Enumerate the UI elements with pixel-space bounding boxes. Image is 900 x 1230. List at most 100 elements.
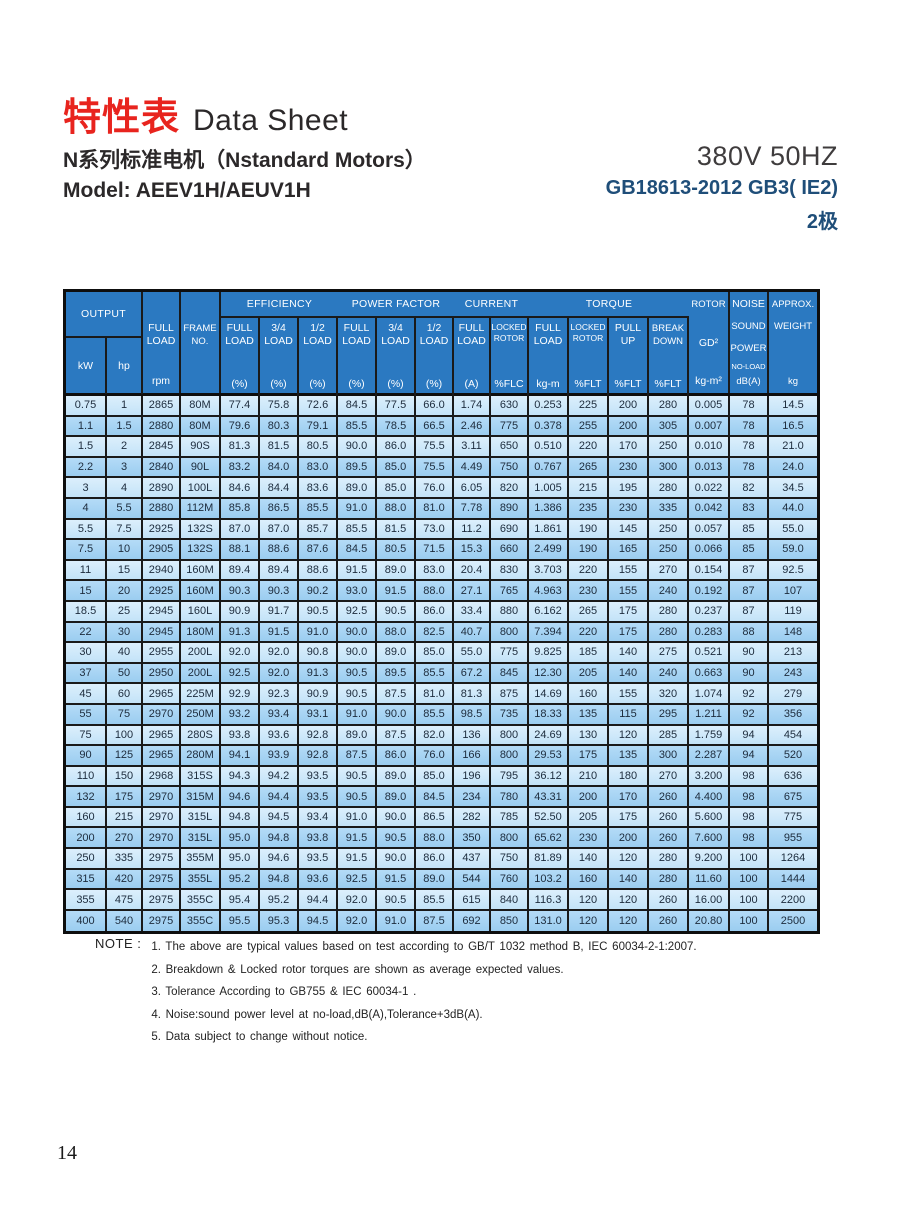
table-cell: 213 (769, 643, 817, 662)
table-row: 90 125 2965 280M 94.1 93.9 92.8 87.5 86.0 76.0 166… (66, 746, 817, 767)
table-row: 55 75 2970 250M 93.2 93.4 93.1 91.0 90.0 85.5 98.5… (66, 704, 817, 726)
table-cell: 88.6 (299, 560, 338, 580)
table-cell: 7.600 (689, 828, 730, 848)
table-cell: 93.5 (299, 766, 338, 786)
table-cell: 148 (769, 622, 817, 642)
table-cell: 165 (609, 540, 649, 559)
col-group-output: OUTPUT kW hp (66, 292, 143, 394)
notes-list: 1. The above are typical values based on… (151, 936, 696, 1049)
table-cell: 89.0 (377, 766, 416, 786)
table-cell: 80.5 (377, 540, 416, 559)
table-cell: 160 (66, 807, 107, 827)
table-cell: 750 (491, 849, 529, 868)
table-cell: 205 (569, 663, 609, 683)
table-cell: 85.7 (299, 519, 338, 539)
table-cell: 135 (609, 746, 649, 765)
table-cell: 16.5 (769, 416, 817, 436)
table-cell: 240 (649, 581, 689, 600)
table-cell: 92.3 (260, 684, 299, 703)
table-cell: 83.0 (299, 457, 338, 477)
col-header-current-full-load: FULL LOAD (A) (454, 318, 491, 396)
table-row: 250 335 2975 355M 95.0 94.6 93.5 91.5 90.0 86.0 43… (66, 849, 817, 870)
table-cell: 2970 (143, 828, 181, 848)
table-cell: 85.0 (416, 766, 454, 786)
table-cell: 225 (569, 396, 609, 415)
table-cell: 125 (107, 746, 143, 765)
table-cell: 2945 (143, 601, 181, 621)
table-cell: 25 (107, 601, 143, 621)
table-cell: 175 (569, 746, 609, 765)
col-header-noise: NOISE SOUND POWER NO-LOAD dB(A) (730, 292, 769, 393)
table-cell: 280 (649, 601, 689, 621)
col-header-eff-3-4-load: 3/4 LOAD (%) (260, 318, 299, 396)
table-cell: 91.7 (260, 601, 299, 621)
col-header-torque-locked-rotor: LOCKED ROTOR %FLT (569, 318, 609, 396)
table-cell: 72.6 (299, 396, 338, 415)
table-cell: 22 (66, 622, 107, 642)
table-cell: 66.5 (416, 416, 454, 436)
table-cell: 94.4 (299, 890, 338, 909)
table-cell: 890 (491, 498, 529, 518)
table-cell: 90.8 (299, 643, 338, 662)
table-cell: 34.5 (769, 478, 817, 497)
poles-line: 2极 (806, 211, 838, 233)
table-cell: 636 (769, 766, 817, 786)
table-cell: 1.5 (107, 416, 143, 436)
table-cell: 0.237 (689, 601, 730, 621)
table-cell: 83 (730, 498, 769, 518)
table-cell: 260 (649, 828, 689, 848)
table-cell: 166 (454, 746, 491, 765)
table-cell: 11 (66, 560, 107, 580)
table-cell: 155 (609, 684, 649, 703)
table-cell: 92 (730, 684, 769, 703)
table-cell: 215 (569, 478, 609, 497)
table-cell: 94.4 (260, 787, 299, 806)
table-cell: 100L (181, 478, 221, 497)
table-cell: 81.89 (529, 849, 569, 868)
table-row: 160 215 2970 315L 94.8 94.5 93.4 91.0 90.0 86.5 28… (66, 807, 817, 829)
table-cell: 0.013 (689, 457, 730, 477)
table-cell: 94 (730, 746, 769, 765)
table-cell: 850 (491, 910, 529, 932)
col-header-full-load-rpm: FULL LOAD rpm (143, 292, 181, 393)
table-cell: 98 (730, 787, 769, 806)
table-cell: 2970 (143, 807, 181, 827)
table-cell: 81.0 (416, 684, 454, 703)
table-cell: 200 (66, 828, 107, 848)
table-cell: 2950 (143, 663, 181, 683)
table-row: 355 475 2975 355C 95.4 95.2 94.4 92.0 90.5 85.5 61… (66, 890, 817, 911)
table-cell: 830 (491, 560, 529, 580)
table-cell: 93.2 (221, 704, 260, 724)
table-cell: 775 (491, 416, 529, 436)
table-cell: 87 (730, 601, 769, 621)
table-cell: 280 (649, 396, 689, 415)
table-cell: 355L (181, 869, 221, 889)
table-cell: 75.5 (416, 457, 454, 477)
table-cell: 93.4 (260, 704, 299, 724)
table-cell: 2200 (769, 890, 817, 909)
table-cell: 265 (569, 457, 609, 477)
table-cell: 220 (569, 622, 609, 642)
table-cell: 400 (66, 910, 107, 932)
col-header-eff-1-2-load: 1/2 LOAD (%) (299, 318, 338, 396)
table-cell: 140 (569, 849, 609, 868)
table-cell: 4.400 (689, 787, 730, 806)
table-cell: 196 (454, 766, 491, 786)
table-cell: 2975 (143, 910, 181, 932)
table-cell: 690 (491, 519, 529, 539)
table-row: 1.1 1.5 2880 80M 79.6 80.3 79.1 85.5 78.5 66.5 2.4… (66, 416, 817, 438)
col-header-eff-full-load: FULL LOAD (%) (221, 318, 260, 396)
table-cell: 85 (730, 519, 769, 539)
table-cell: 280 (649, 869, 689, 889)
table-cell: 315M (181, 787, 221, 806)
table-cell: 85.8 (221, 498, 260, 518)
table-cell: 2975 (143, 869, 181, 889)
table-cell: 91.3 (221, 622, 260, 642)
table-cell: 85.0 (377, 478, 416, 497)
table-row: 75 100 2965 280S 93.8 93.6 92.8 89.0 87.5 82.0 136… (66, 725, 817, 747)
table-cell: 0.767 (529, 457, 569, 477)
table-cell: 11.60 (689, 869, 730, 889)
table-cell: 24.69 (529, 725, 569, 745)
table-cell: 119 (769, 601, 817, 621)
table-cell: 93.8 (299, 828, 338, 848)
